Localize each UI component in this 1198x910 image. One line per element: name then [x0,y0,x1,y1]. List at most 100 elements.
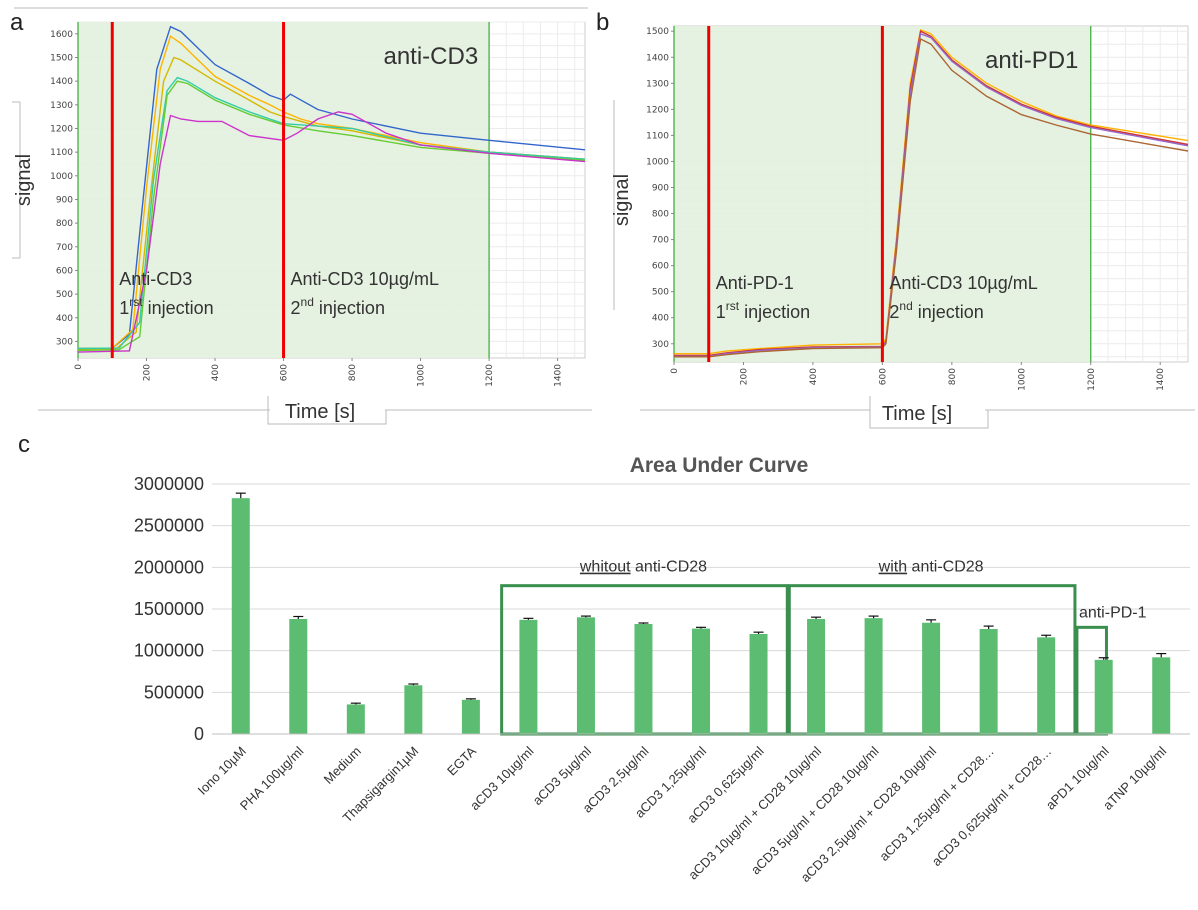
chart-title: Area Under Curve [630,454,809,477]
injection-label-1: Anti-PD-1 [716,273,794,293]
bar [519,619,538,734]
bar [404,685,423,734]
x-tick-label: 200 [143,364,153,381]
injection-note-2: 2nd injection [291,295,385,318]
panel-a-frame [12,7,592,425]
y-tick-label: 400 [652,314,669,324]
panel-b-line-chart: Anti-PD-1 1rst injection Anti-CD3 10µg/mL 2… [611,25,1195,429]
bar [922,622,941,734]
series-line-4 [674,37,1189,358]
y-tick-label: 800 [652,210,669,220]
x-tick-label: 800 [948,368,958,385]
bar [1152,657,1171,734]
x-tick-label: 200 [739,368,749,385]
panel-b-annotation: anti-PD1 [985,47,1078,74]
y-tick-label: 1400 [50,77,73,87]
bar [634,624,653,734]
x-tick-label: 400 [809,368,819,385]
x-tick-label: 600 [280,364,290,381]
y-tick-label: 1500 [50,53,73,63]
x-tick-label: 400 [211,364,221,381]
y-tick-label: 500000 [144,682,204,702]
bar [461,699,480,734]
series-line-2 [674,30,1189,357]
bar [231,498,250,734]
series-line-1 [77,25,586,350]
injection-note-2: 2nd injection [889,299,983,322]
series-line-3 [674,32,1189,357]
group-label-2: with anti-CD28 [878,559,984,576]
panel-letter-c: c [18,431,30,458]
y-tick-label: 1400 [646,53,669,63]
y-tick-label: 1300 [646,79,669,89]
category-label: Medium [321,744,364,787]
y-tick-label: 600 [56,266,73,276]
category-label: EGTA [444,743,479,778]
y-tick-label: 300 [56,337,73,347]
series-line-3 [77,56,586,351]
panel-b-y-axis-label: signal [611,174,633,226]
series-line-6 [77,111,586,353]
bar [807,619,826,734]
bar [692,628,710,734]
y-tick-label: 900 [56,195,73,205]
x-tick-label: 800 [348,364,358,381]
y-tick-label: 300 [652,340,669,350]
group-label-1: whitout anti-CD28 [579,559,707,576]
panel-a-y-axis-label: signal [13,154,35,206]
panel-letter-b: b [596,9,609,36]
x-tick-label: 1400 [1156,368,1166,391]
panel-a-x-axis-label: Time [s] [285,401,355,423]
y-tick-label: 1200 [646,105,669,115]
y-tick-label: 700 [652,236,669,246]
category-label: aCD3 0,625µg/ml + CD28… [929,744,1055,870]
y-tick-label: 500 [56,290,73,300]
bar [346,704,365,734]
category-label: aCD3 5µg/ml [530,743,595,808]
injection-label-2: Anti-CD3 10µg/mL [291,269,439,289]
y-tick-label: 1000000 [134,641,204,661]
panel-letter-a: a [10,9,24,36]
panel-c-bar-chart: Area Under Curve 0 500000 1000000 1500000 200… [134,454,1190,885]
injection-label-2: Anti-CD3 10µg/mL [889,273,1037,293]
x-tick-label: 1200 [485,364,495,387]
panel-a-annotation: anti-CD3 [383,43,478,70]
group-label-3: anti-PD-1 [1079,604,1147,621]
y-tick-label: 400 [56,314,73,324]
y-tick-label: 1500000 [134,599,204,619]
y-tick-label: 3000000 [134,474,204,494]
injection-label-1: Anti-CD3 [119,269,192,289]
injection-note-1: 1rst injection [716,299,810,322]
y-tick-label: 500 [652,288,669,298]
bar [576,617,595,734]
bar [289,619,308,734]
x-tick-label: 1200 [1087,368,1097,391]
series-line-5 [77,80,586,352]
y-tick-label: 700 [56,243,73,253]
y-tick-label: 1000 [50,172,73,182]
injection-note-1: 1rst injection [119,295,213,318]
series-line-1 [674,28,1189,355]
series-line-4 [77,76,586,350]
category-label: aCD3 1,25µg/ml + CD28… [876,744,996,864]
y-tick-label: 1600 [50,30,73,40]
y-tick-label: 0 [194,724,204,744]
bar [979,629,998,734]
y-tick-label: 1500 [646,27,669,37]
y-tick-label: 2000000 [134,557,204,577]
panel-b-frame [613,100,1195,429]
y-tick-label: 600 [652,262,669,272]
y-tick-label: 1000 [646,157,669,167]
bar [1037,637,1056,734]
x-tick-label: 0 [74,364,84,370]
bar [749,634,768,734]
x-tick-label: 1000 [417,364,427,387]
category-label: Iono 10µM [195,744,249,798]
x-tick-label: 1000 [1017,368,1027,391]
y-tick-label: 1200 [50,124,73,134]
x-tick-label: 1400 [554,364,564,387]
x-tick-label: 0 [670,368,680,374]
y-tick-label: 1100 [50,148,73,158]
x-tick-label: 600 [878,368,888,385]
bar [864,618,883,734]
